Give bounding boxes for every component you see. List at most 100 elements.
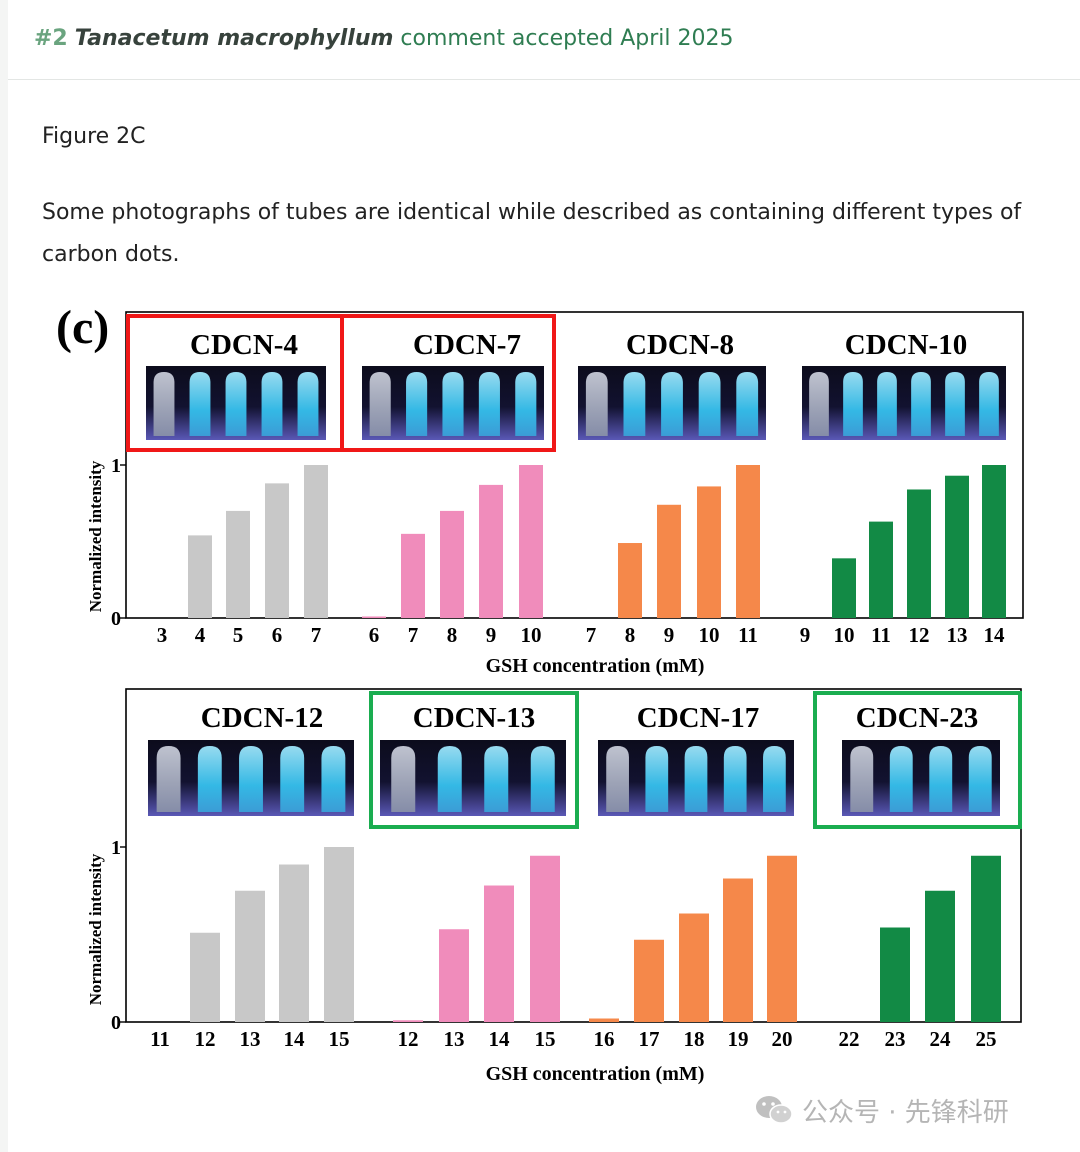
- bar: [723, 878, 753, 1022]
- x-tick-label: 4: [195, 623, 206, 647]
- y-tick-label: 0: [111, 1012, 121, 1034]
- x-tick-label: 19: [728, 1027, 749, 1051]
- x-tick-label: 12: [195, 1027, 216, 1051]
- x-tick-label: 7: [311, 623, 322, 647]
- highlight-box-red: [340, 314, 556, 452]
- sample-tube: [225, 372, 247, 436]
- bar: [393, 1020, 423, 1022]
- sample-tube: [153, 372, 175, 436]
- bar-group-cdcn-13: CDCN-13 12 13 14 15: [369, 691, 579, 1051]
- sample-tube: [197, 746, 222, 812]
- sample-tube: [585, 372, 608, 436]
- bar: [440, 510, 464, 618]
- figure-label: Figure 2C: [42, 124, 146, 149]
- bar: [880, 927, 910, 1022]
- bar: [589, 1018, 619, 1022]
- group-title: CDCN-13: [413, 702, 535, 734]
- bar: [439, 929, 469, 1022]
- x-tick-label: 16: [594, 1027, 615, 1051]
- sample-tube: [606, 746, 629, 812]
- sample-tube: [442, 372, 464, 436]
- y-axis-label: Normalized intensity: [86, 853, 105, 1005]
- x-tick-label: 14: [284, 1027, 306, 1051]
- y-tick-label: 1: [111, 837, 121, 859]
- bar: [188, 535, 212, 618]
- sample-tube: [239, 746, 263, 812]
- chart-frame: [125, 688, 1022, 1023]
- x-tick-label: 18: [684, 1027, 705, 1051]
- bar: [618, 543, 642, 618]
- x-tick-label: 23: [885, 1027, 906, 1051]
- x-tick-label: 25: [976, 1027, 997, 1051]
- watermark-text: 公众号 · 先锋科研: [802, 1097, 1009, 1128]
- x-tick-label: 8: [447, 623, 458, 647]
- sample-tube: [321, 746, 346, 812]
- sample-tube: [877, 372, 897, 436]
- x-tick-label: 12: [909, 623, 930, 647]
- x-tick-label: 5: [233, 623, 244, 647]
- x-tick-label: 13: [947, 623, 968, 647]
- wechat-icon: [756, 1096, 793, 1124]
- bar: [324, 847, 354, 1022]
- bar: [869, 521, 893, 618]
- bar: [304, 465, 328, 618]
- bar: [925, 890, 955, 1022]
- comment-status: comment accepted April 2025: [400, 26, 734, 51]
- sample-tube: [515, 372, 537, 436]
- bar: [484, 885, 514, 1022]
- x-tick-label: 12: [398, 1027, 419, 1051]
- bar-group-cdcn-7: CDCN-7 6 7 8 9 10: [340, 314, 556, 647]
- x-tick-label: 20: [772, 1027, 793, 1051]
- bar: [634, 939, 664, 1022]
- comment-title: #2 Tanacetum macrophyllum comment accept…: [34, 26, 734, 51]
- x-tick-label: 10: [834, 623, 855, 647]
- species-name[interactable]: Tanacetum macrophyllum: [74, 26, 394, 51]
- x-tick-label: 11: [738, 623, 758, 647]
- x-tick-label: 11: [150, 1027, 170, 1051]
- bar: [982, 465, 1006, 618]
- sample-tube: [911, 372, 931, 436]
- sample-tube: [968, 746, 992, 812]
- sample-tube: [156, 746, 181, 812]
- sample-tube: [843, 372, 863, 436]
- bar-group-cdcn-12: CDCN-12 11 12 13 14 15: [148, 702, 354, 1051]
- bar-group-cdcn-4: CDCN-4 3 4 5 6 7: [126, 314, 344, 647]
- highlight-box-green: [813, 691, 1022, 829]
- bar: [697, 486, 721, 618]
- sample-tube: [261, 372, 283, 436]
- sample-tube: [369, 372, 391, 436]
- x-tick-label: 9: [800, 623, 811, 647]
- comment-number: #2: [34, 26, 68, 51]
- group-title: CDCN-8: [626, 329, 734, 361]
- sample-tube: [484, 746, 509, 812]
- highlight-box-green: [369, 691, 579, 829]
- sample-tube: [391, 746, 416, 812]
- sample-tube: [850, 746, 874, 812]
- bar-group-cdcn-8: CDCN-8 7 8 9 10 11: [578, 329, 766, 647]
- x-tick-label: 10: [699, 623, 720, 647]
- bar: [265, 483, 289, 618]
- bar: [235, 890, 265, 1022]
- x-tick-label: 14: [984, 623, 1006, 647]
- bar: [907, 489, 931, 618]
- figure-description: Some photographs of tubes are identical …: [42, 200, 1022, 267]
- sample-tube: [530, 746, 555, 812]
- bar: [767, 855, 797, 1022]
- x-tick-label: 14: [489, 1027, 511, 1051]
- x-tick-label: 6: [369, 623, 380, 647]
- x-tick-label: 15: [535, 1027, 556, 1051]
- x-tick-label: 7: [586, 623, 597, 647]
- group-title: CDCN-17: [637, 702, 759, 734]
- sample-tube: [979, 372, 999, 436]
- sample-tube: [698, 372, 721, 436]
- group-title: CDCN-10: [845, 329, 967, 361]
- bar: [657, 504, 681, 618]
- sample-tube: [736, 372, 759, 436]
- bar: [519, 465, 543, 618]
- bar: [401, 533, 425, 618]
- sample-tube: [763, 746, 786, 812]
- x-tick-label: 17: [639, 1027, 660, 1051]
- sample-tube: [661, 372, 683, 436]
